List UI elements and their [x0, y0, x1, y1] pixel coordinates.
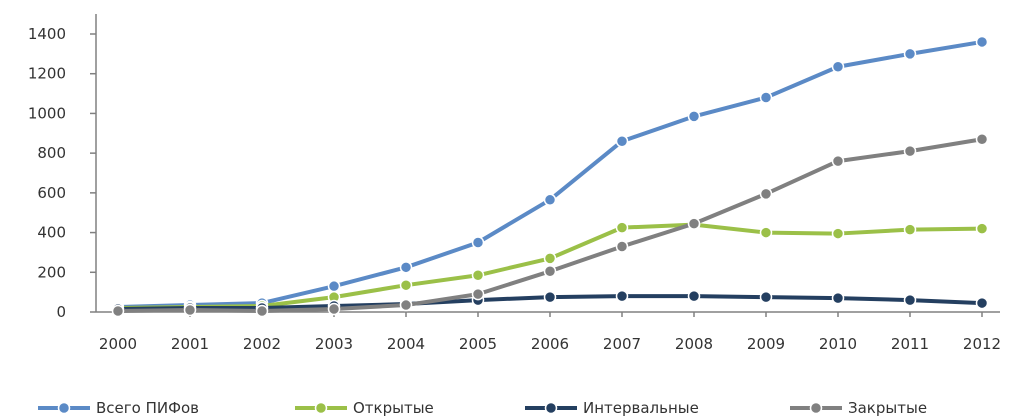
legend-item: Интервальные: [525, 399, 699, 417]
data-point: [399, 261, 413, 274]
x-tick-label: 2011: [891, 335, 929, 353]
legend-marker: [809, 401, 823, 415]
data-point: [255, 304, 269, 318]
data-point: [543, 265, 557, 278]
data-point: [471, 287, 485, 301]
x-tick-label: 2000: [99, 335, 137, 353]
data-point: [543, 290, 557, 304]
data-point: [615, 134, 629, 148]
data-point: [399, 278, 413, 292]
data-point: [975, 35, 989, 49]
data-point: [903, 144, 917, 158]
data-point: [615, 289, 629, 303]
data-point: [687, 110, 701, 123]
data-point: [111, 304, 125, 318]
data-point: [903, 293, 917, 307]
y-tick-label: 600: [37, 184, 66, 202]
data-point: [975, 296, 989, 310]
data-point: [687, 217, 701, 230]
x-tick-label: 2001: [171, 335, 209, 353]
x-tick-label: 2008: [675, 335, 713, 353]
legend: Всего ПИФов Открытые Интервальные Закрытые: [38, 399, 927, 417]
data-point: [759, 226, 773, 239]
x-tick-label: 2003: [315, 335, 353, 353]
x-tick-label: 2007: [603, 335, 641, 353]
data-point: [543, 193, 557, 207]
legend-item: Всего ПИФов: [38, 399, 199, 417]
x-tick-label: 2005: [459, 335, 497, 353]
data-point: [903, 223, 917, 236]
series-3: [111, 132, 989, 318]
y-tick-label: 200: [37, 263, 66, 281]
data-point: [615, 240, 629, 253]
legend-label: Открытые: [353, 399, 434, 417]
data-point: [759, 187, 773, 201]
data-point: [543, 252, 557, 265]
x-tick-label: 2012: [963, 335, 1001, 353]
y-tick-label: 1000: [28, 104, 66, 122]
x-tick-label: 2010: [819, 335, 857, 353]
legend-item: Закрытые: [790, 399, 927, 417]
series-layer: [111, 35, 989, 318]
legend-label: Интервальные: [583, 399, 699, 417]
data-point: [903, 47, 917, 61]
x-axis-ticks: 2000 2001 2002 2003 2004 2005 2006 2007 2008 2009…: [99, 312, 1001, 353]
y-tick-label: 0: [56, 303, 66, 321]
series-line: [116, 137, 984, 314]
x-tick-label: 2009: [747, 335, 785, 353]
legend-label: Всего ПИФов: [96, 399, 199, 417]
legend-item: Открытые: [295, 399, 434, 417]
data-point: [183, 303, 197, 317]
legend-marker: [57, 401, 71, 415]
data-point: [471, 236, 485, 249]
legend-marker: [544, 401, 558, 415]
x-tick-label: 2002: [243, 335, 281, 353]
y-tick-label: 400: [37, 224, 66, 242]
y-tick-label: 1200: [28, 65, 66, 83]
x-tick-label: 2004: [387, 335, 425, 353]
data-point: [687, 289, 701, 303]
data-point: [399, 298, 413, 312]
y-tick-label: 1400: [28, 25, 66, 43]
data-point: [831, 60, 845, 74]
legend-marker: [314, 401, 328, 415]
y-axis-ticks: 0 200 400 600 800 1000 1200 1400: [28, 25, 96, 321]
data-point: [831, 291, 845, 305]
data-point: [831, 227, 845, 240]
data-point: [327, 279, 341, 293]
data-point: [327, 302, 341, 316]
data-point: [759, 91, 773, 104]
legend-label: Закрытые: [848, 399, 927, 417]
data-point: [831, 154, 845, 168]
data-point: [615, 221, 629, 234]
data-point: [759, 290, 773, 304]
y-tick-label: 800: [37, 144, 66, 162]
data-point: [471, 269, 485, 282]
data-point: [975, 132, 989, 146]
x-tick-label: 2006: [531, 335, 569, 353]
data-point: [975, 222, 989, 235]
